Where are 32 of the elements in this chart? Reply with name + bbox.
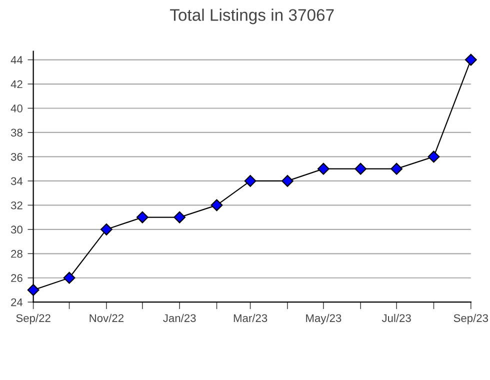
point (317, 162, 330, 175)
y-tick-label: 38 (10, 128, 22, 137)
x-tick-label: Nov/22 (90, 314, 124, 322)
chart-title: Total Listings in 37067 (170, 8, 334, 24)
y-tick-label: 24 (11, 298, 23, 306)
y-tick-label: 42 (10, 80, 22, 88)
point (63, 272, 76, 284)
y-tick-label: 44 (10, 56, 23, 64)
point (354, 162, 367, 175)
point (282, 174, 294, 187)
y-tick-label: 28 (11, 250, 22, 258)
point (27, 284, 40, 296)
point (136, 211, 148, 224)
point (210, 199, 223, 212)
point (390, 162, 403, 175)
y-tick-label: 26 (11, 274, 22, 282)
y-tick-label: 30 (10, 226, 22, 234)
point (464, 54, 477, 66)
point (244, 174, 256, 187)
x-tick-label: Sep/23 (454, 314, 488, 324)
y-tick-label: 36 (10, 152, 22, 161)
point (100, 223, 112, 236)
y-tick-label: 40 (10, 104, 22, 112)
x-tick-label: Sep/22 (16, 314, 50, 324)
y-tick-label: 34 (10, 177, 23, 186)
x-tick-label: Jul/23 (382, 314, 411, 322)
x-tick-label: May/23 (306, 314, 342, 324)
x-tick-label: Mar/23 (234, 314, 268, 322)
point (174, 211, 186, 224)
y-tick-label: 32 (10, 201, 22, 210)
point (428, 150, 440, 163)
x-tick-label: Jan/23 (163, 314, 196, 322)
